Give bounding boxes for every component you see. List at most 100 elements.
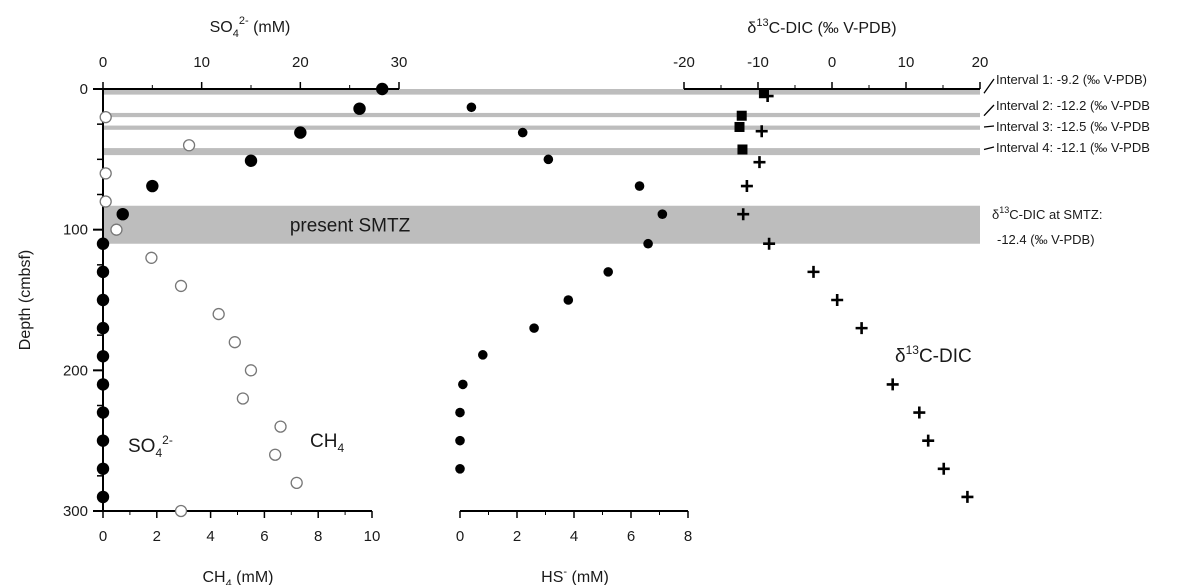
- smtz-label: present SMTZ: [290, 216, 411, 237]
- ch4-tick-label: 10: [364, 528, 381, 545]
- so4-point: [96, 293, 110, 307]
- dic-point: [737, 208, 750, 221]
- dic-point: [753, 156, 766, 169]
- dic-point: [855, 322, 868, 335]
- so4-point: [96, 350, 110, 363]
- hs-tick-label: 8: [684, 528, 692, 545]
- dic-tick-label: 10: [898, 54, 915, 71]
- so4-point: [96, 490, 110, 504]
- band-1: [103, 89, 980, 95]
- so4-point: [96, 406, 110, 419]
- dic_interval-point: [736, 110, 747, 121]
- smtz-note-line2: -12.4 (‰ V-PDB): [997, 232, 1095, 247]
- dic-point: [937, 462, 950, 475]
- hs-axis-title: HS- (mM): [541, 566, 609, 585]
- so4-point: [96, 265, 110, 279]
- so4-point: [96, 321, 110, 335]
- dic_interval-point: [758, 88, 769, 99]
- ch4-point: [99, 167, 112, 180]
- interval-annotation: Interval 1: -9.2 (‰ V-PDB): [996, 72, 1147, 87]
- hs-tick-label: 6: [627, 528, 635, 545]
- so4-point: [96, 462, 110, 475]
- ch4-tick-label: 8: [314, 528, 322, 545]
- ch4-axis-title: CH4 (mM): [203, 569, 274, 585]
- labels-layer: present SMTZ SO42- CH4 δ13C-DIC Interval 1: …: [128, 72, 1150, 460]
- dic-tick-label: 20: [972, 54, 989, 71]
- hs-point: [657, 209, 668, 219]
- ch4-point: [182, 139, 196, 152]
- dic-axis-title: δ13C-DIC (‰ V-PDB): [747, 17, 896, 37]
- smtz-note-line1: δ13C-DIC at SMTZ:: [992, 205, 1102, 222]
- dic-series-label: δ13C-DIC: [895, 343, 972, 367]
- dic-point: [807, 265, 820, 278]
- hs-tick-label: 2: [513, 528, 521, 545]
- so4-point: [146, 179, 159, 193]
- so4-tick-label: 30: [391, 54, 408, 71]
- interval-leader-line: [983, 146, 995, 151]
- ch4-point: [269, 448, 282, 461]
- dic_interval-point: [734, 121, 745, 132]
- dic-point: [961, 490, 974, 503]
- hs-point: [543, 154, 554, 165]
- so4-tick-label: 10: [193, 54, 210, 71]
- hs-point: [634, 181, 645, 191]
- dic-tick-label: -20: [673, 54, 695, 71]
- interval-leader-line: [983, 104, 995, 117]
- interval-annotation: Interval 4: -12.1 (‰ V-PDB: [996, 140, 1150, 155]
- so4-point: [96, 378, 110, 391]
- ch4-point: [290, 476, 303, 490]
- dic-point: [913, 406, 926, 419]
- dic-point: [831, 294, 844, 306]
- ch4-point: [212, 307, 225, 321]
- so4-tick-label: 0: [99, 54, 107, 71]
- dic-point: [886, 378, 899, 391]
- ch4-point: [228, 336, 241, 349]
- dic-point: [740, 180, 753, 193]
- hs-tick-label: 0: [456, 528, 464, 545]
- so4-point: [244, 154, 258, 167]
- dic-tick-label: -10: [747, 54, 769, 71]
- dic-point: [922, 434, 935, 447]
- so4-point: [116, 207, 129, 221]
- dic_interval-point: [737, 144, 748, 155]
- interval-annotation: Interval 2: -12.2 (‰ V-PDB: [996, 98, 1150, 113]
- depth-tick-label: 100: [63, 222, 88, 239]
- ch4-point: [99, 110, 112, 124]
- so4-point: [96, 434, 110, 447]
- ch4-point: [110, 223, 123, 236]
- depth-tick-label: 0: [80, 81, 88, 98]
- bands-layer: [103, 89, 980, 244]
- ch4-tick-label: 6: [260, 528, 268, 545]
- band-2: [103, 112, 980, 118]
- dic-tick-label: 0: [828, 54, 836, 71]
- ch4-point: [274, 420, 287, 433]
- so4-series-label: SO42-: [128, 433, 173, 460]
- hs-point: [458, 379, 468, 390]
- band-3: [103, 125, 980, 130]
- so4-point: [96, 237, 110, 250]
- hs-point: [478, 350, 488, 360]
- ch4-series-label: CH4: [310, 431, 344, 455]
- hs-tick-label: 4: [570, 528, 578, 545]
- so4-point: [353, 102, 366, 115]
- ch4-point: [244, 364, 258, 377]
- interval-annotation: Interval 3: -12.5 (‰ V-PDB: [996, 119, 1150, 134]
- marks-layer: [96, 82, 974, 518]
- ch4-point: [174, 504, 188, 518]
- hs-point: [643, 238, 653, 249]
- hs-point: [603, 267, 613, 277]
- so4-point: [376, 82, 389, 96]
- so4-tick-label: 20: [292, 54, 309, 71]
- hs-point: [455, 435, 465, 446]
- hs-point: [455, 464, 465, 474]
- dic-point: [763, 237, 776, 250]
- ch4-tick-label: 2: [153, 528, 161, 545]
- interval-leader-line: [983, 125, 995, 128]
- depth-tick-label: 300: [63, 503, 88, 520]
- hs-point: [455, 407, 465, 418]
- dic-point: [755, 125, 768, 138]
- ch4-point: [145, 251, 158, 264]
- so4-point: [294, 126, 307, 139]
